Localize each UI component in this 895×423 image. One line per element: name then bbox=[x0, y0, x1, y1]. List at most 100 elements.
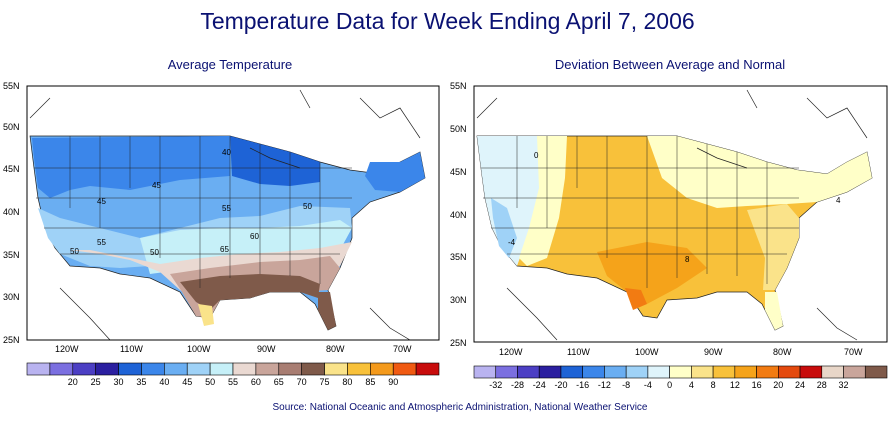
legend-label: 25 bbox=[91, 377, 101, 387]
lon-label: 120W bbox=[55, 344, 79, 354]
lat-label: 55N bbox=[450, 81, 467, 91]
lat-label: 25N bbox=[450, 338, 467, 348]
contour-label: 8 bbox=[685, 255, 690, 264]
coastlines bbox=[29, 89, 421, 340]
contour-label: 40 bbox=[222, 148, 231, 157]
map-2-subtitle: Deviation Between Average and Normal bbox=[554, 57, 786, 72]
temp-band-45-northeast bbox=[365, 152, 425, 192]
legend-label: -12 bbox=[598, 380, 611, 390]
legend-label: 35 bbox=[136, 377, 146, 387]
legend-swatch bbox=[255, 362, 280, 376]
legend-swatch bbox=[164, 362, 188, 376]
legend-swatch bbox=[669, 365, 692, 379]
lon-label: 110W bbox=[567, 347, 590, 357]
legend-label: 16 bbox=[752, 380, 762, 390]
legend-swatch bbox=[560, 365, 583, 379]
legend-label: 24 bbox=[795, 380, 805, 390]
legend-swatch bbox=[324, 362, 348, 376]
state-boundaries bbox=[481, 136, 799, 288]
contour-label: 60 bbox=[250, 232, 259, 241]
legend-swatch bbox=[582, 365, 605, 379]
deviation-band-0-west bbox=[477, 136, 542, 266]
deviation-band-0-4-mountain bbox=[519, 136, 567, 266]
source-note: Source: National Oceanic and Atmospheric… bbox=[272, 402, 648, 413]
contour-label: 50 bbox=[70, 247, 79, 256]
legend-swatch bbox=[209, 362, 234, 376]
map-2-lat-labels: 55N 50N 45N 40N 35N 30N 25N bbox=[450, 81, 467, 348]
legend-swatch bbox=[691, 365, 714, 379]
deviation-band-12 bbox=[597, 242, 707, 304]
lon-label: 110W bbox=[120, 344, 143, 354]
contour-label: 4 bbox=[836, 196, 841, 205]
legend-swatch bbox=[821, 365, 844, 379]
coastlines bbox=[476, 89, 868, 341]
state-boundaries bbox=[34, 136, 352, 288]
contour-label: 65 bbox=[220, 245, 229, 254]
contour-label: 55 bbox=[222, 204, 231, 213]
legend-swatch bbox=[392, 362, 417, 376]
legend-label: 8 bbox=[711, 380, 716, 390]
legend-swatch bbox=[712, 365, 736, 379]
lat-label: 35N bbox=[450, 252, 467, 262]
temp-band-florida bbox=[318, 292, 336, 330]
legend-label: 70 bbox=[297, 377, 307, 387]
lon-label: 70W bbox=[844, 347, 863, 357]
map-1-subtitle: Average Temperature bbox=[167, 57, 293, 72]
legend-label: 20 bbox=[773, 380, 783, 390]
legend-swatch bbox=[141, 362, 165, 376]
lat-label: 30N bbox=[450, 295, 467, 305]
legend-swatch bbox=[604, 365, 627, 379]
map-2-legend: -32 -28 -24 -20 -16 -12 -8 -4 0 4 8 12 16 20 24 28 32 bbox=[473, 365, 888, 390]
temp-band-80 bbox=[198, 304, 214, 326]
legend-swatch bbox=[538, 365, 562, 379]
legend-swatch bbox=[843, 365, 866, 379]
legend-swatch bbox=[647, 365, 670, 379]
map-1-lon-labels: 120W 110W 100W 90W 80W 70W bbox=[55, 344, 412, 354]
contour-label: 50 bbox=[303, 202, 312, 211]
legend-label: 45 bbox=[182, 377, 192, 387]
legend-swatch bbox=[495, 365, 518, 379]
lon-label: 80W bbox=[773, 347, 792, 357]
legend-swatch bbox=[26, 362, 51, 376]
legend-label: 4 bbox=[689, 380, 694, 390]
average-temperature-map: 40 45 45 50 55 60 65 50 50 55 55N 50N 45… bbox=[3, 81, 440, 387]
map-1-lat-labels: 55N 50N 45N 40N 35N 30N 25N bbox=[3, 81, 20, 345]
lat-label: 40N bbox=[3, 207, 20, 217]
contour-label: 45 bbox=[97, 197, 106, 206]
map-1-contour-labels: 40 45 45 50 55 60 65 50 50 55 bbox=[70, 148, 312, 257]
legend-label: -32 bbox=[489, 380, 502, 390]
temp-band-45-west bbox=[32, 136, 230, 198]
lat-label: 50N bbox=[3, 122, 20, 132]
lat-label: 40N bbox=[450, 210, 467, 220]
legend-swatch bbox=[756, 365, 779, 379]
contour-label: 50 bbox=[150, 248, 159, 257]
lon-label: 100W bbox=[187, 344, 211, 354]
legend-label: -24 bbox=[533, 380, 546, 390]
legend-swatch bbox=[799, 365, 823, 379]
lat-label: 25N bbox=[3, 335, 20, 345]
legend-label: 65 bbox=[274, 377, 284, 387]
legend-label: -16 bbox=[576, 380, 589, 390]
legend-label: 75 bbox=[320, 377, 330, 387]
legend-label: 20 bbox=[68, 377, 78, 387]
temp-band-75 bbox=[180, 274, 320, 310]
legend-label: 55 bbox=[228, 377, 238, 387]
legend-swatch bbox=[778, 365, 801, 379]
deviation-band-florida bbox=[765, 292, 783, 330]
legend-swatch bbox=[734, 365, 757, 379]
contour-label: 55 bbox=[97, 238, 106, 247]
lat-label: 45N bbox=[450, 167, 467, 177]
contour-label: -4 bbox=[508, 238, 516, 247]
legend-label: 32 bbox=[839, 380, 849, 390]
map-2-lon-labels: 120W 110W 100W 90W 80W 70W bbox=[499, 347, 863, 357]
legend-swatch bbox=[301, 362, 325, 376]
contour-label: 0 bbox=[534, 151, 539, 160]
temperature-deviation-map: 0 -4 8 4 55N 50N 45N 40N 35N 30N 25N 120… bbox=[450, 81, 888, 390]
legend-label: -4 bbox=[644, 380, 652, 390]
lat-label: 55N bbox=[3, 81, 20, 91]
lon-label: 80W bbox=[326, 344, 345, 354]
lon-label: 90W bbox=[257, 344, 276, 354]
lat-label: 50N bbox=[450, 124, 467, 134]
legend-swatch bbox=[415, 362, 440, 376]
lon-label: 70W bbox=[393, 344, 412, 354]
